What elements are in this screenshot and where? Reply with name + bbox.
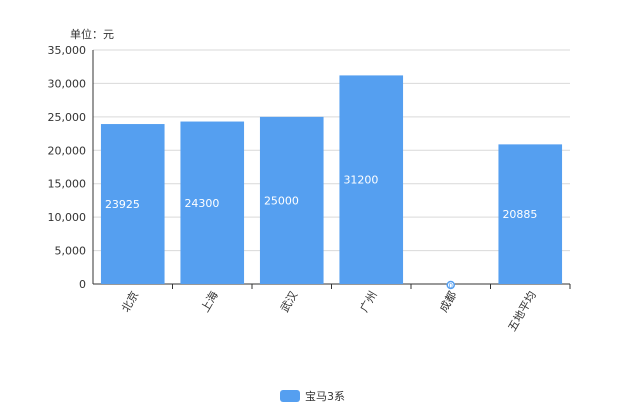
zero-marker [446,280,455,290]
bar [339,75,404,284]
data-label: 31200 [343,174,378,187]
x-tick-label: 成都 [437,289,459,315]
x-tick-label: 北京 [118,289,141,315]
data-label: 20885 [502,208,537,221]
legend-label: 宝马3系 [305,390,345,403]
bar [498,144,563,284]
data-label: 24300 [184,197,219,210]
x-tick-label: 五地平均 [506,289,539,334]
y-tick-label: 20,000 [48,144,87,157]
y-tick-label: 30,000 [48,77,87,90]
y-tick-label: 15,000 [48,178,87,191]
data-label: 0 [449,282,453,290]
legend[interactable]: 宝马3系 [280,388,345,404]
data-label: 25000 [264,194,299,207]
legend-swatch [280,390,300,402]
data-label: 23925 [105,198,140,211]
bar [100,124,165,285]
unit-label: 单位：元 [70,28,114,41]
y-tick-label: 0 [79,278,86,291]
bar [259,116,324,284]
y-tick-label: 10,000 [48,211,87,224]
bar [180,121,245,284]
y-tick-label: 5,000 [55,245,87,258]
y-tick-label: 25,000 [48,111,87,124]
x-tick-label: 上海 [198,289,221,315]
x-tick-label: 武汉 [278,289,300,315]
y-tick-label: 35,000 [48,44,87,57]
x-tick-label: 广州 [358,289,380,315]
